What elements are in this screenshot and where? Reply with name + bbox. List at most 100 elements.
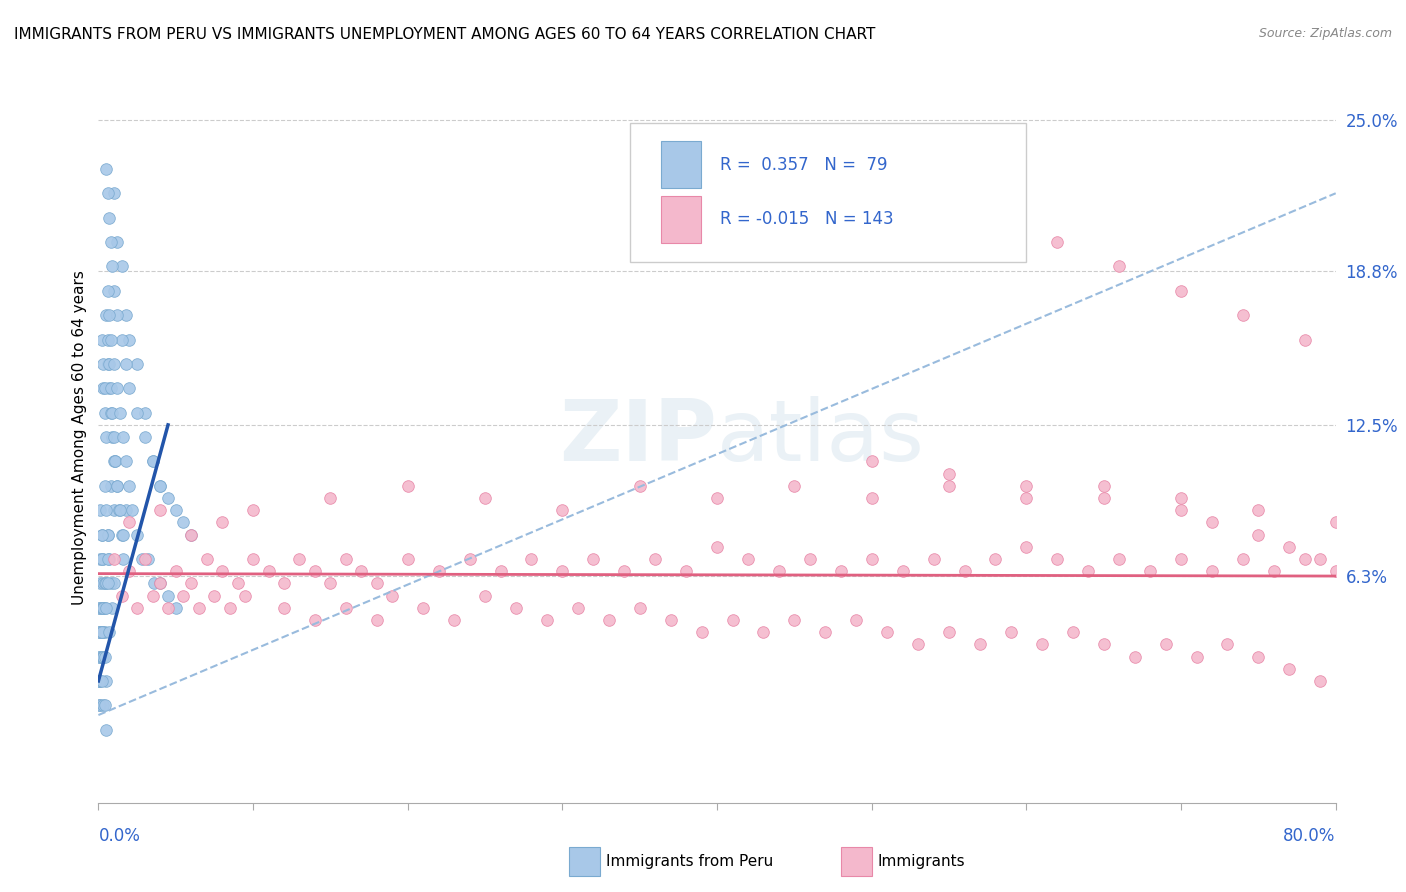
Point (1015, 540, 1038, 554)
Point (891, 564, 914, 578)
Point (520, 552, 543, 566)
Point (598, 613, 620, 627)
Point (101, 260, 124, 274)
Point (366, 613, 388, 627)
Text: IMMIGRANTS FROM PERU VS IMMIGRANTS UNEMPLOYMENT AMONG AGES 60 TO 64 YEARS CORREL: IMMIGRANTS FROM PERU VS IMMIGRANTS UNEMP… (14, 27, 876, 42)
Point (89, 625, 111, 640)
Point (101, 430, 124, 444)
Point (141, 454, 165, 468)
Point (350, 564, 373, 578)
Point (97, 284, 120, 298)
Point (112, 430, 135, 444)
Point (157, 491, 180, 505)
Point (118, 333, 141, 347)
Point (551, 503, 574, 517)
Point (1015, 479, 1038, 493)
Point (108, 503, 131, 517)
Point (242, 552, 264, 566)
Point (93, 479, 115, 493)
Point (1201, 516, 1223, 530)
Point (127, 527, 149, 541)
Point (1108, 552, 1130, 566)
Point (89, 600, 111, 615)
Point (97, 576, 120, 591)
Point (188, 600, 211, 615)
Point (93, 698, 115, 713)
Point (273, 600, 295, 615)
Text: Immigrants: Immigrants (877, 854, 966, 869)
Point (91, 625, 114, 640)
Point (98, 357, 121, 371)
Point (396, 479, 419, 493)
Point (90, 600, 112, 615)
Point (131, 552, 153, 566)
Text: 80.0%: 80.0% (1284, 827, 1336, 846)
Point (90, 649, 112, 664)
FancyBboxPatch shape (661, 195, 702, 244)
Point (180, 527, 202, 541)
Point (1294, 552, 1316, 566)
FancyBboxPatch shape (841, 847, 872, 876)
Point (97, 552, 120, 566)
Point (1324, 516, 1347, 530)
Point (1278, 540, 1301, 554)
Point (89, 600, 111, 615)
Point (103, 454, 125, 468)
Point (121, 503, 143, 517)
Point (443, 613, 465, 627)
Point (1092, 479, 1115, 493)
Point (211, 564, 233, 578)
Point (134, 430, 156, 444)
Point (103, 552, 125, 566)
Point (100, 333, 122, 347)
Point (876, 625, 898, 640)
Point (242, 503, 264, 517)
Point (536, 613, 558, 627)
Point (165, 564, 187, 578)
Point (97, 527, 120, 541)
Point (860, 552, 883, 566)
Point (783, 479, 806, 493)
Point (644, 552, 666, 566)
Point (91, 357, 114, 371)
Point (613, 564, 636, 578)
Point (1046, 552, 1069, 566)
Point (149, 576, 172, 591)
Text: 0.0%: 0.0% (98, 827, 141, 846)
Point (505, 600, 527, 615)
Point (90, 333, 112, 347)
Point (1247, 649, 1270, 664)
Point (799, 552, 821, 566)
Point (118, 381, 141, 395)
Point (91, 381, 114, 395)
Point (1170, 284, 1192, 298)
Point (97, 527, 120, 541)
Point (108, 406, 131, 420)
Point (111, 333, 132, 347)
Point (103, 430, 125, 444)
Point (907, 637, 929, 651)
Point (98, 308, 121, 322)
Point (91, 600, 114, 615)
Point (98, 381, 121, 395)
Point (103, 503, 125, 517)
Point (111, 527, 132, 541)
Point (149, 503, 172, 517)
Point (1123, 649, 1146, 664)
Point (96, 723, 118, 737)
Point (91, 649, 114, 664)
Point (1170, 503, 1192, 517)
Point (93, 600, 115, 615)
Point (366, 576, 388, 591)
Point (1170, 491, 1192, 505)
Point (1046, 235, 1069, 249)
Point (96, 308, 118, 322)
Point (96, 576, 118, 591)
Point (1170, 552, 1192, 566)
Point (1092, 491, 1115, 505)
Point (1309, 673, 1331, 688)
Point (91, 600, 114, 615)
Point (93, 625, 115, 640)
Point (141, 454, 165, 468)
Text: Source: ZipAtlas.com: Source: ZipAtlas.com (1258, 27, 1392, 40)
